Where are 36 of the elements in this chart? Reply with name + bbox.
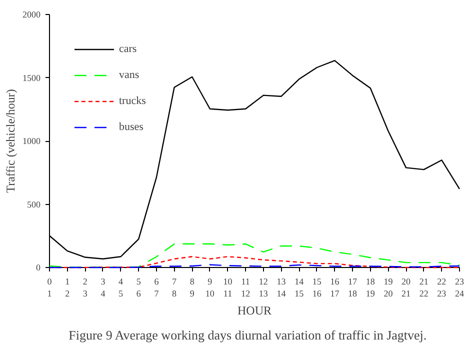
x-tick-label: 7 8 xyxy=(172,276,178,298)
x-tick-label: 4 5 xyxy=(118,276,124,298)
y-axis-title: Traffic (vehicle/hour) xyxy=(4,89,18,193)
x-tick-label: 20 21 xyxy=(402,276,412,298)
x-tick-label: 10 11 xyxy=(223,276,233,298)
x-tick-label: 11 12 xyxy=(241,276,250,298)
x-tick-label: 19 20 xyxy=(384,276,394,298)
x-tick-label: 17 18 xyxy=(348,276,358,298)
x-tick-label: 13 14 xyxy=(276,276,286,298)
legend-label: vans xyxy=(119,69,140,81)
x-tick-label: 21 22 xyxy=(419,276,428,298)
x-tick-label: 12 13 xyxy=(258,276,268,298)
x-tick-label: 6 7 xyxy=(154,276,160,298)
x-tick-label: 1 2 xyxy=(65,276,70,298)
x-tick-label: 14 15 xyxy=(294,276,304,298)
x-axis-title: HOUR xyxy=(238,304,272,318)
legend-label: trucks xyxy=(119,95,146,107)
x-tick-label: 15 16 xyxy=(312,276,322,298)
y-tick-label: 1500 xyxy=(22,72,41,83)
x-tick-label: 8 9 xyxy=(190,276,195,298)
x-tick-label: 2 3 xyxy=(82,276,88,298)
x-tick-label: 3 4 xyxy=(100,276,106,298)
y-tick-label: 2000 xyxy=(22,10,41,20)
legend-label: cars xyxy=(119,43,138,55)
x-tick-label: 5 6 xyxy=(136,276,142,298)
caption: Figure 9 Average working days diurnal variation of traffic in Jagtvej. xyxy=(68,328,427,342)
y-tick-label: 0 xyxy=(36,262,41,272)
x-tick-label: 18 19 xyxy=(366,276,376,298)
y-tick-label: 1000 xyxy=(22,136,41,146)
x-tick-label: 16 17 xyxy=(330,276,340,298)
x-tick-label: 23 24 xyxy=(455,276,464,298)
x-tick-label: 9 10 xyxy=(205,276,215,298)
x-tick-label: 0 1 xyxy=(47,276,52,298)
x-tick-label: 22 23 xyxy=(437,276,447,298)
y-tick-label: 500 xyxy=(27,199,41,210)
legend-label: buses xyxy=(119,121,144,133)
